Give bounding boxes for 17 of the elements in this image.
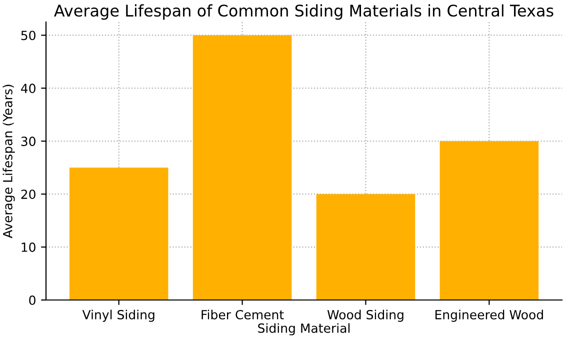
- bar: [316, 194, 416, 300]
- y-tick-label: 0: [29, 295, 36, 305]
- y-tick-label: 20: [21, 190, 36, 200]
- x-tick-label: Wood Siding: [327, 310, 404, 322]
- y-tick-label: 10: [22, 242, 36, 252]
- x-tick-label: Fiber Cement: [202, 310, 284, 320]
- x-tick-label: Engineered Wood: [435, 310, 543, 322]
- bar: [440, 141, 539, 300]
- y-axis-title: Average Lifespan (Years): [2, 84, 15, 238]
- x-axis-title: Siding Material: [258, 323, 350, 336]
- y-tick-label: 30: [21, 136, 36, 146]
- x-tick-label: Vinyl Siding: [82, 310, 154, 322]
- chart-title: Average Lifespan of Common Siding Materials in Central Texas: [54, 4, 554, 20]
- y-tick-label: 50: [21, 30, 36, 40]
- bar: [69, 168, 168, 300]
- bar: [192, 35, 292, 300]
- y-tick-label: 40: [20, 84, 36, 94]
